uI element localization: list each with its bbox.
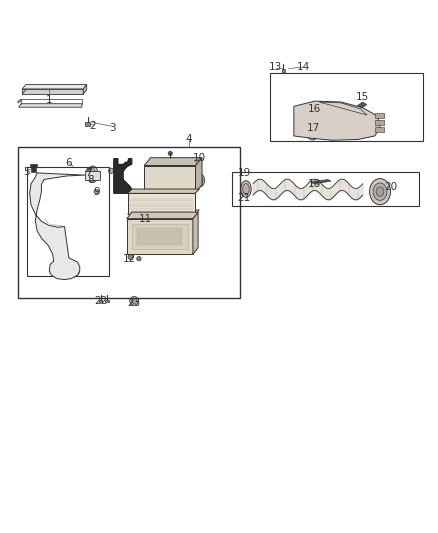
Circle shape bbox=[130, 296, 138, 305]
Text: 21: 21 bbox=[237, 193, 251, 203]
Circle shape bbox=[94, 189, 99, 194]
Bar bbox=[18, 147, 240, 298]
Bar bbox=[132, 224, 187, 249]
Polygon shape bbox=[127, 210, 199, 214]
Circle shape bbox=[314, 109, 319, 115]
Bar bbox=[85, 171, 100, 180]
Text: 6: 6 bbox=[66, 158, 72, 168]
Circle shape bbox=[32, 85, 35, 88]
Bar bbox=[137, 228, 183, 245]
Ellipse shape bbox=[370, 179, 391, 205]
Ellipse shape bbox=[373, 183, 387, 200]
Circle shape bbox=[168, 151, 173, 156]
Ellipse shape bbox=[344, 109, 372, 133]
Text: 19: 19 bbox=[238, 168, 251, 178]
Polygon shape bbox=[144, 158, 202, 166]
Polygon shape bbox=[22, 89, 83, 94]
Ellipse shape bbox=[241, 181, 251, 197]
Bar bbox=[106, 300, 109, 302]
Polygon shape bbox=[19, 104, 82, 107]
Text: 5: 5 bbox=[23, 167, 30, 176]
Circle shape bbox=[109, 168, 114, 173]
Polygon shape bbox=[311, 180, 331, 184]
Bar bbox=[232, 172, 419, 206]
Polygon shape bbox=[22, 85, 87, 89]
Polygon shape bbox=[193, 212, 198, 254]
Ellipse shape bbox=[298, 109, 314, 133]
Polygon shape bbox=[18, 99, 21, 103]
Ellipse shape bbox=[243, 183, 249, 195]
Text: 10: 10 bbox=[193, 152, 206, 163]
Bar bbox=[31, 166, 36, 173]
Ellipse shape bbox=[56, 268, 75, 276]
Text: 12: 12 bbox=[123, 254, 136, 264]
Text: 1: 1 bbox=[46, 95, 53, 105]
Bar bbox=[270, 73, 423, 141]
Circle shape bbox=[131, 298, 137, 303]
Polygon shape bbox=[294, 101, 380, 140]
Ellipse shape bbox=[86, 177, 92, 180]
Text: 11: 11 bbox=[138, 214, 152, 224]
Text: 17: 17 bbox=[307, 123, 321, 133]
Ellipse shape bbox=[197, 176, 203, 184]
Circle shape bbox=[86, 169, 91, 174]
Text: 3: 3 bbox=[109, 123, 116, 133]
Text: 8: 8 bbox=[87, 175, 94, 185]
Polygon shape bbox=[357, 102, 367, 108]
Text: 7: 7 bbox=[85, 168, 92, 178]
Bar bbox=[375, 120, 384, 125]
Circle shape bbox=[137, 256, 141, 261]
Ellipse shape bbox=[52, 265, 79, 278]
Text: 20: 20 bbox=[385, 182, 397, 192]
Polygon shape bbox=[114, 158, 132, 193]
Polygon shape bbox=[30, 173, 85, 279]
Text: 2: 2 bbox=[89, 122, 96, 131]
Polygon shape bbox=[127, 219, 193, 254]
Circle shape bbox=[71, 85, 74, 88]
Ellipse shape bbox=[376, 187, 384, 197]
Bar bbox=[375, 127, 384, 132]
Bar bbox=[99, 300, 102, 302]
Polygon shape bbox=[144, 166, 195, 192]
Polygon shape bbox=[83, 85, 87, 94]
Text: 4: 4 bbox=[185, 134, 192, 144]
Ellipse shape bbox=[195, 174, 205, 187]
Polygon shape bbox=[127, 212, 198, 219]
Polygon shape bbox=[127, 189, 199, 193]
Text: 14: 14 bbox=[297, 62, 311, 72]
Polygon shape bbox=[195, 158, 202, 192]
Text: 9: 9 bbox=[94, 187, 100, 197]
Circle shape bbox=[128, 254, 133, 260]
Bar bbox=[85, 123, 90, 126]
Text: 15: 15 bbox=[356, 92, 369, 102]
Text: 23: 23 bbox=[127, 298, 141, 309]
Text: 13: 13 bbox=[269, 62, 282, 72]
Polygon shape bbox=[127, 193, 195, 214]
Bar bbox=[375, 114, 384, 118]
Text: 16: 16 bbox=[308, 104, 321, 114]
Ellipse shape bbox=[90, 169, 96, 180]
Text: 18: 18 bbox=[308, 179, 321, 189]
Ellipse shape bbox=[301, 112, 311, 129]
Ellipse shape bbox=[88, 166, 98, 182]
Bar bbox=[30, 164, 37, 166]
Text: 22: 22 bbox=[94, 296, 107, 306]
Bar bbox=[282, 69, 285, 71]
Ellipse shape bbox=[349, 112, 368, 129]
Bar bbox=[27, 167, 110, 276]
